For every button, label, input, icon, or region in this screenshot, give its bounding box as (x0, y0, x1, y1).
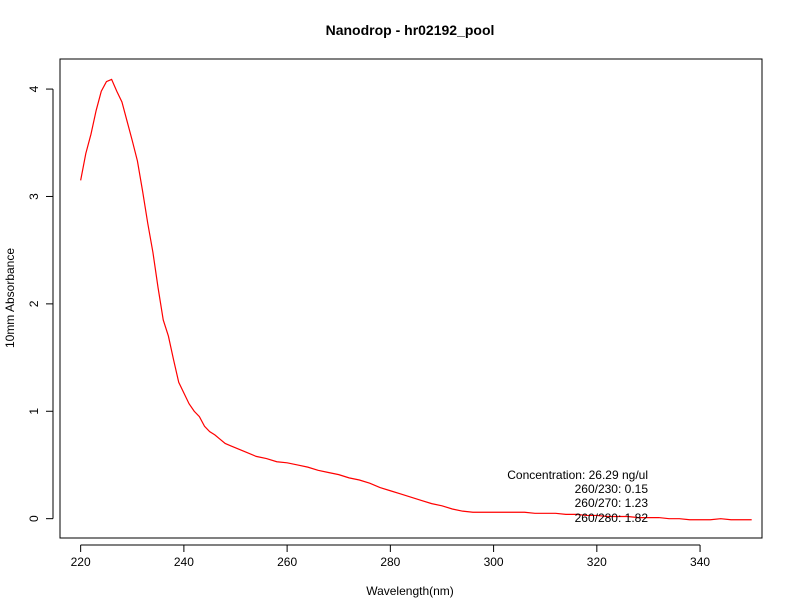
y-tick-label: 3 (27, 193, 41, 200)
x-axis-label: Wavelength(nm) (366, 584, 454, 598)
x-tick-label: 300 (484, 555, 504, 569)
y-tick-label: 1 (27, 408, 41, 415)
plot-area: 220 240 260 280 300 320 340 0 1 2 3 4 (27, 58, 763, 569)
annotation-260-280: 260/280: 1.82 (575, 511, 649, 525)
absorbance-series-line (80, 78, 752, 521)
annotation-260-270: 260/270: 1.23 (575, 496, 649, 510)
x-tick-label: 320 (587, 555, 607, 569)
x-tick-label: 260 (277, 555, 297, 569)
annotation-260-230: 260/230: 0.15 (575, 482, 649, 496)
x-tick-label: 280 (380, 555, 400, 569)
plot-frame (59, 58, 763, 539)
y-tick-label: 2 (27, 300, 41, 307)
y-tick-label: 4 (27, 85, 41, 92)
chart-title: Nanodrop - hr02192_pool (326, 22, 495, 38)
x-tick-label: 220 (71, 555, 91, 569)
annotation-block: Concentration: 26.29 ng/ul 260/230: 0.15… (507, 468, 648, 525)
x-tick-label: 240 (174, 555, 194, 569)
y-axis-label: 10mm Absorbance (3, 248, 17, 348)
annotation-concentration: Concentration: 26.29 ng/ul (507, 468, 648, 482)
y-tick-label: 0 (27, 515, 41, 522)
x-tick-label: 340 (690, 555, 710, 569)
